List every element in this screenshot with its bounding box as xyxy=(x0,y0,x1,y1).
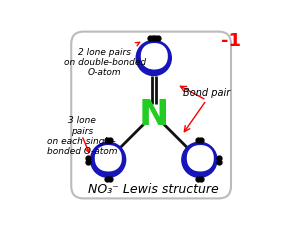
Text: Bond pair: Bond pair xyxy=(183,87,230,97)
Text: O: O xyxy=(93,143,124,177)
FancyBboxPatch shape xyxy=(71,32,231,199)
Text: -1: -1 xyxy=(221,32,241,50)
Circle shape xyxy=(91,143,126,178)
Circle shape xyxy=(143,48,164,69)
Text: O: O xyxy=(138,42,169,76)
Circle shape xyxy=(189,150,210,170)
Text: 2 lone pairs
on double-bonded
O-atom: 2 lone pairs on double-bonded O-atom xyxy=(64,43,146,77)
Text: NO₃⁻ Lewis structure: NO₃⁻ Lewis structure xyxy=(88,182,219,195)
Circle shape xyxy=(182,143,217,178)
Text: 3 lone
pairs
on each single-
bonded O-atom: 3 lone pairs on each single- bonded O-at… xyxy=(46,116,117,156)
Circle shape xyxy=(136,41,171,76)
Text: O: O xyxy=(184,143,215,177)
Circle shape xyxy=(98,150,118,170)
Text: N: N xyxy=(139,98,169,132)
